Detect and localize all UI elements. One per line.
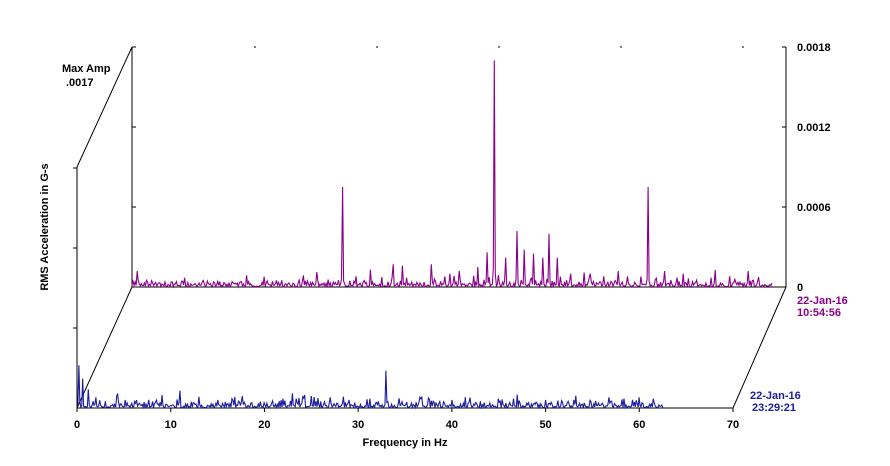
depth-line-top [76,46,133,168]
series-2-time: 23:29:21 [752,402,796,414]
y-tick-label: 0.0018 [797,42,831,54]
y-tick-label: 0.0012 [797,122,831,134]
x-tick-label: 40 [446,419,458,431]
depth-line-bottom-left [76,286,133,409]
y-tick-label: 0.0006 [797,202,831,214]
x-tick-label: 70 [727,419,739,431]
series-1-line [131,60,773,289]
x-tick-label: 10 [165,419,177,431]
max-amp-label: Max Amp [62,63,111,75]
back-y-ticks: 0 0.0006 0.0012 0.0018 [132,42,831,294]
depth-line-bottom-right [732,286,787,409]
max-amp-value: .0017 [66,77,94,89]
y-tick-label: 0 [797,282,803,294]
y-axis-title: RMS Acceleration in G-s [39,163,51,290]
x-axis-title: Frequency in Hz [363,437,448,449]
x-tick-label: 0 [74,419,80,431]
series-2-date: 22-Jan-16 [750,390,801,402]
front-y-ticks [73,167,77,329]
x-ticks: 0 10 20 30 40 50 60 70 [74,408,739,431]
x-tick-label: 60 [633,419,645,431]
x-tick-label: 20 [258,419,270,431]
axes-frame [76,46,787,409]
series-2-line [76,365,664,410]
x-tick-label: 50 [539,419,551,431]
series-1-time: 10:54:56 [797,307,841,319]
series-layer [76,60,773,410]
series-1-date: 22-Jan-16 [797,295,848,307]
x-tick-label: 30 [352,419,364,431]
